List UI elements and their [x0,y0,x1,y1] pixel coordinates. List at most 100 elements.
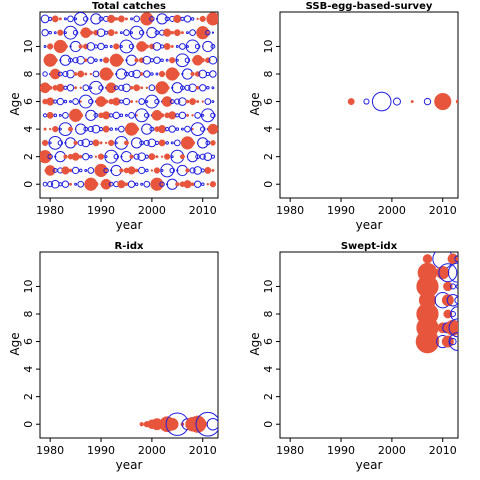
panel-title: R-idx [115,241,144,252]
y-tick-label: 2 [262,393,275,400]
negative-residual-bubble [211,86,215,90]
positive-residual-bubble [447,253,458,265]
positive-residual-bubble [63,154,68,159]
negative-residual-bubble [98,16,104,22]
negative-residual-bubble [449,283,456,290]
positive-residual-bubble [68,182,73,186]
positive-residual-bubble [183,180,192,189]
negative-residual-bubble [74,182,78,186]
y-tick-label: 8 [22,311,35,318]
negative-residual-bubble [109,113,114,118]
negative-residual-bubble [122,97,131,106]
x-tick-label: 1990 [87,204,115,217]
y-tick-label: 0 [262,421,275,428]
y-tick-label: 8 [262,311,275,318]
negative-residual-bubble [156,13,168,25]
negative-residual-bubble [131,137,143,149]
negative-residual-bubble [209,70,217,78]
positive-residual-bubble [198,419,208,429]
x-axis-label: year [116,458,143,472]
negative-residual-bubble [199,153,206,160]
negative-residual-bubble [61,180,70,188]
positive-residual-bubble [107,29,115,37]
negative-residual-bubble [145,168,149,173]
positive-residual-bubble [112,97,121,106]
negative-residual-bubble [143,139,150,146]
panel-swept-idx: Swept-idx year Age 1980 1990 2000 2010 0 2 4 6 8… [248,241,459,472]
negative-residual-bubble [149,58,154,63]
positive-residual-bubble [104,141,108,145]
negative-residual-bubble [160,58,164,63]
negative-residual-bubble [149,16,155,22]
positive-residual-bubble [155,155,159,159]
negative-residual-bubble [145,100,149,104]
positive-residual-bubble [89,72,93,76]
positive-residual-bubble [196,100,200,104]
negative-residual-bubble [118,84,125,91]
negative-residual-bubble [56,97,65,106]
positive-residual-bubble [443,281,453,292]
plot-frame [279,11,459,199]
y-tick-label: 0 [22,421,35,428]
positive-residual-bubble [127,166,136,175]
positive-residual-bubble [44,165,56,176]
negative-residual-bubble [52,168,58,173]
positive-residual-bubble [119,168,124,173]
positive-residual-bubble [157,125,167,134]
negative-residual-bubble [133,15,141,23]
negative-residual-bubble [97,42,105,51]
negative-residual-bubble [48,16,53,21]
negative-residual-bubble [392,97,401,106]
negative-residual-bubble [124,71,129,77]
negative-residual-bubble [58,113,62,117]
positive-residual-bubble [190,71,195,77]
positive-residual-bubble [61,166,70,175]
positive-residual-bubble [434,92,452,111]
negative-residual-bubble [185,39,200,54]
negative-residual-bubble [138,98,146,105]
negative-residual-bubble [53,113,58,118]
positive-residual-bubble [99,141,103,145]
positive-residual-bubble [134,126,140,132]
negative-residual-bubble [450,306,458,322]
negative-residual-bubble [143,180,151,188]
positive-residual-bubble [455,99,458,104]
negative-residual-bubble [82,84,90,92]
negative-residual-bubble [48,141,52,145]
positive-residual-bubble [169,57,176,64]
positive-residual-bubble [415,329,440,354]
x-axis-label: year [356,218,383,232]
positive-residual-bubble [73,140,78,146]
negative-residual-bubble [58,182,63,187]
negative-residual-bubble [179,85,185,91]
negative-residual-bubble [134,182,139,187]
negative-residual-bubble [210,112,216,119]
negative-residual-bubble [75,123,87,135]
positive-residual-bubble [347,98,355,106]
negative-residual-bubble [175,44,179,48]
positive-residual-bubble [135,114,138,117]
positive-residual-bubble [199,15,206,23]
positive-residual-bubble [93,181,99,187]
y-tick-label: 2 [22,153,35,160]
negative-residual-bubble [160,168,164,172]
positive-residual-bubble [134,58,139,63]
negative-residual-bubble [40,14,50,24]
negative-residual-bubble [206,85,210,90]
negative-residual-bubble [53,31,57,35]
negative-residual-bubble [119,99,124,104]
negative-residual-bubble [130,17,134,21]
positive-residual-bubble [102,125,110,133]
positive-residual-bubble [185,99,190,104]
negative-residual-bubble [78,94,93,109]
negative-residual-bubble [190,122,205,137]
negative-residual-bubble [104,44,108,49]
negative-residual-bubble [93,44,99,49]
negative-residual-bubble [190,17,195,21]
positive-residual-bubble [83,58,88,63]
x-tick-label: 2010 [189,204,217,217]
negative-residual-bubble [206,417,218,431]
positive-residual-bubble [77,70,85,78]
negative-residual-bubble [48,135,63,150]
positive-residual-bubble [201,100,204,103]
